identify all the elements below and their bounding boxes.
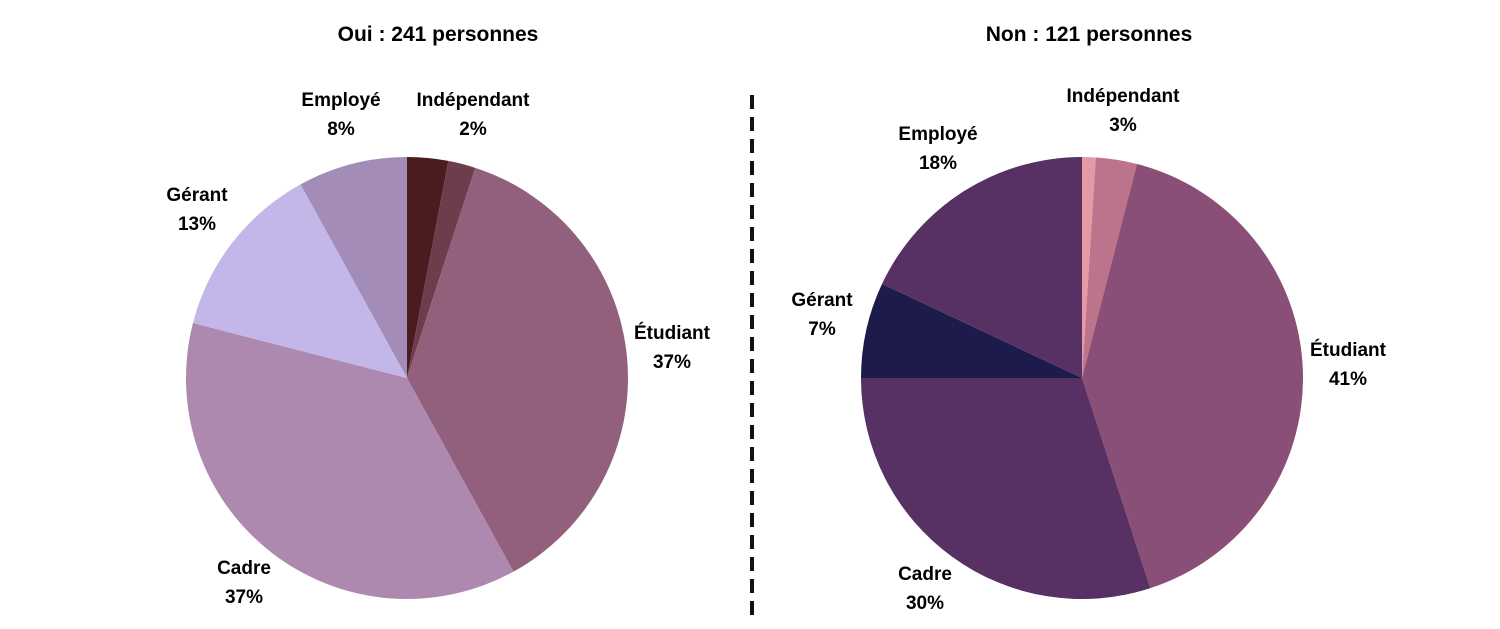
slice-percent: 18% [919, 153, 957, 174]
slice-label-cadre: Cadre 37% [217, 558, 271, 608]
pie-slice-etudiant [407, 167, 628, 572]
slice-percent: 7% [808, 319, 836, 340]
slice-label-independant: Indépendant 3% [1067, 86, 1181, 136]
chart-title: Non : 121 personnes [986, 23, 1193, 46]
pie-slice-gerant [192, 184, 407, 378]
slice-label-cadre: Cadre 30% [898, 564, 952, 614]
pie-slice-cadre [185, 323, 514, 599]
pie-slice-unlabeled [407, 157, 449, 378]
pie-slice-cadre [861, 378, 1151, 599]
slice-percent: 37% [653, 352, 691, 373]
slice-percent: 30% [906, 593, 944, 614]
slice-category: Étudiant [634, 322, 711, 344]
pie-slice-unlabeled [1082, 157, 1096, 378]
pie-chart-2: Non : 121 personnes Indépendant 3% Étudiant… [791, 23, 1386, 614]
slice-category: Cadre [217, 558, 271, 579]
pie-slice-etudiant [1082, 163, 1303, 589]
pie-slice-independant [407, 160, 476, 378]
slice-percent: 13% [178, 214, 216, 235]
slice-category: Employé [898, 124, 977, 145]
slice-percent: 2% [459, 119, 487, 140]
slice-percent: 3% [1109, 115, 1137, 136]
slice-label-etudiant: Étudiant 41% [1310, 339, 1387, 390]
slice-label-independant: Indépendant 2% [417, 90, 531, 140]
slice-percent: 8% [327, 119, 355, 140]
slice-percent: 37% [225, 587, 263, 608]
slice-category: Étudiant [1310, 339, 1387, 361]
slice-label-gerant: Gérant 7% [791, 290, 853, 340]
pie-slice-independant [1082, 157, 1137, 378]
slice-category: Indépendant [1067, 86, 1181, 107]
slice-label-employe: Employé 18% [898, 124, 977, 174]
pie-slice-employe [882, 156, 1082, 378]
pie-slice-employe [300, 157, 407, 378]
slice-category: Indépendant [417, 90, 531, 111]
pie-slice-gerant [861, 283, 1082, 378]
pie-chart-1: Oui : 241 personnes Indépendant 2% Étudiant… [166, 23, 710, 608]
slice-category: Gérant [791, 290, 853, 311]
slice-category: Gérant [166, 185, 228, 206]
slice-label-gerant: Gérant 13% [166, 185, 228, 235]
slice-label-employe: Employé 8% [301, 90, 380, 140]
slice-label-etudiant: Étudiant 37% [634, 322, 711, 373]
slice-percent: 41% [1329, 369, 1367, 390]
slice-category: Employé [301, 90, 380, 111]
chart-title: Oui : 241 personnes [338, 23, 539, 46]
slice-category: Cadre [898, 564, 952, 585]
